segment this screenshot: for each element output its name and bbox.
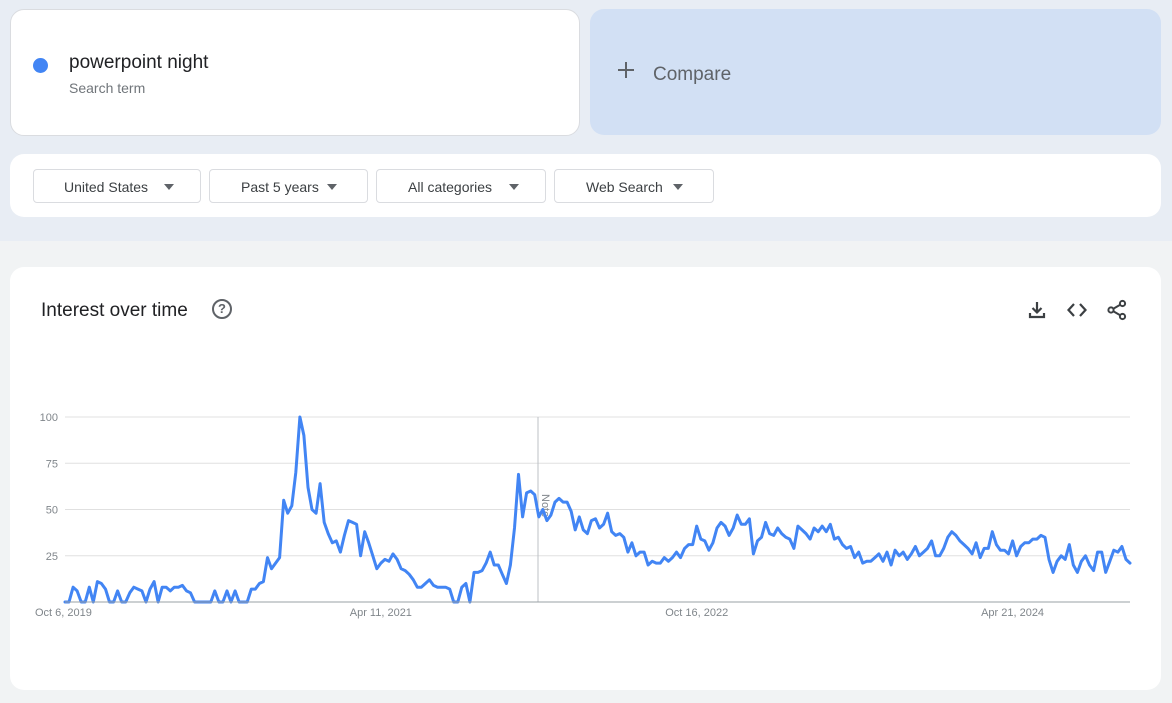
y-axis-labels: 25 50 75 100 — [40, 412, 58, 563]
filter-time-range-label: Past 5 years — [241, 179, 319, 195]
y-tick-label: 25 — [46, 551, 58, 563]
x-tick-label: Oct 6, 2019 — [35, 607, 92, 619]
caret-down-icon — [327, 184, 337, 190]
x-tick-label: Apr 21, 2024 — [981, 607, 1044, 619]
x-axis-labels: Oct 6, 2019 Apr 11, 2021 Oct 16, 2022 Apr 2… — [35, 607, 1044, 619]
search-term-type-label: Search term — [69, 80, 146, 96]
filter-location-label: United States — [64, 179, 149, 195]
filter-search-type-label: Web Search — [586, 179, 663, 195]
filter-category-dropdown[interactable]: All categories — [376, 169, 546, 203]
grid-lines — [65, 416, 1130, 557]
caret-down-icon — [509, 184, 519, 190]
share-icon[interactable] — [1106, 299, 1128, 321]
caret-down-icon — [673, 184, 683, 190]
y-tick-label: 100 — [40, 412, 58, 424]
interest-over-time-card: Interest over time ? 25 50 75 100 Oct 6, 20… — [10, 267, 1161, 690]
filter-location-dropdown[interactable]: United States — [33, 169, 201, 203]
y-tick-label: 50 — [46, 505, 58, 517]
y-tick-label: 75 — [46, 458, 58, 470]
compare-label: Compare — [653, 64, 732, 85]
compare-button[interactable]: Compare — [590, 9, 1161, 135]
download-icon[interactable] — [1026, 299, 1048, 321]
help-circle-icon[interactable]: ? — [212, 299, 232, 319]
filter-search-type-dropdown[interactable]: Web Search — [554, 169, 714, 203]
interest-line-chart: 25 50 75 100 Oct 6, 2019 Apr 11, 2021 Oct 16,… — [35, 412, 1132, 619]
chart-title: Interest over time — [41, 300, 188, 321]
filter-category-label: All categories — [408, 179, 493, 195]
x-tick-label: Oct 16, 2022 — [665, 607, 728, 619]
x-tick-label: Apr 11, 2021 — [350, 607, 412, 619]
search-term-card[interactable]: powerpoint night Search term — [10, 9, 580, 136]
embed-code-icon[interactable] — [1066, 299, 1088, 321]
search-term-name[interactable]: powerpoint night — [69, 52, 209, 73]
series-color-dot — [33, 58, 48, 73]
caret-down-icon — [164, 184, 174, 190]
plus-icon — [617, 61, 635, 79]
filter-time-range-dropdown[interactable]: Past 5 years — [209, 169, 368, 203]
filter-bar: United States Past 5 years All categorie… — [10, 154, 1161, 217]
